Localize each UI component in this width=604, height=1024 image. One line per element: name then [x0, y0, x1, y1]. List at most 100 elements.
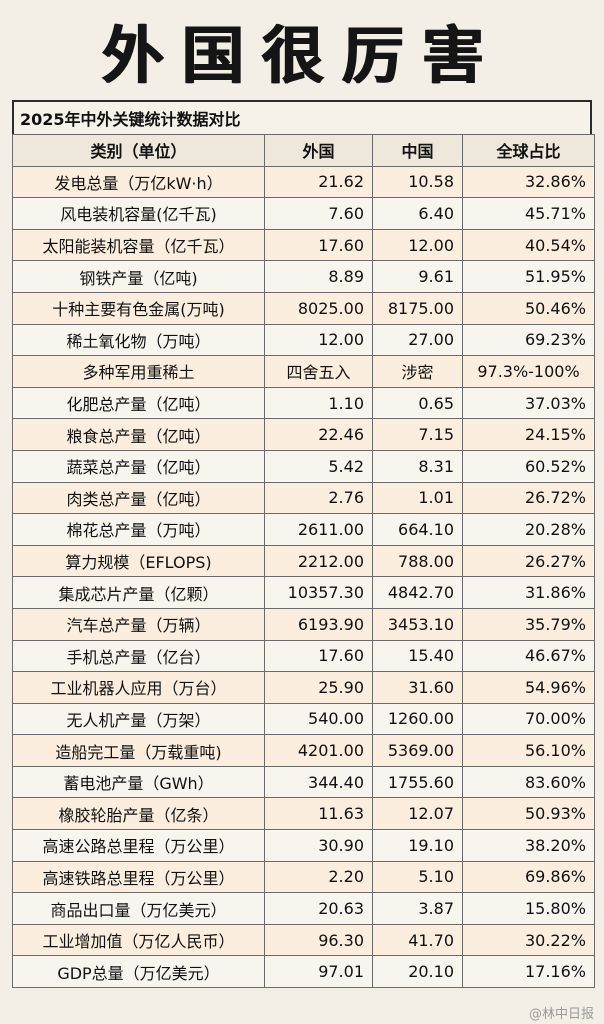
table-row: 棉花总产量（万吨） 2611.00 664.10 20.28%	[12, 513, 595, 546]
cell-global-share: 50.46%	[462, 291, 595, 325]
cell-foreign: 12.00	[264, 323, 373, 357]
table-subtitle: 2025年中外关键统计数据对比	[12, 100, 592, 134]
cell-global-share: 46.67%	[462, 639, 595, 673]
cell-china: 31.60	[372, 671, 463, 704]
cell-category: 化肥总产量（亿吨）	[12, 386, 265, 420]
header-foreign: 外国	[264, 134, 373, 167]
table-row: 粮食总产量（亿吨） 22.46 7.15 24.15%	[12, 418, 595, 451]
table-row: 无人机产量（万架） 540.00 1260.00 70.00%	[12, 702, 595, 736]
table-row: 手机总产量（亿台） 17.60 15.40 46.67%	[12, 639, 595, 673]
header-category: 类别（单位）	[12, 134, 265, 167]
cell-china: 6.40	[372, 197, 463, 230]
cell-global-share: 38.20%	[462, 829, 595, 862]
table-row: 钢铁产量（亿吨) 8.89 9.61 51.95%	[12, 260, 595, 293]
cell-global-share: 30.22%	[462, 923, 595, 957]
cell-china: 15.40	[372, 639, 463, 673]
cell-china: 12.07	[372, 797, 463, 831]
table-row: 工业机器人应用（万台） 25.90 31.60 54.96%	[12, 671, 595, 704]
cell-china: 27.00	[372, 323, 463, 357]
cell-global-share: 24.15%	[462, 418, 595, 451]
table-row: 集成芯片产量（亿颗） 10357.30 4842.70 31.86%	[12, 576, 595, 609]
cell-global-share: 45.71%	[462, 197, 595, 230]
cell-china: 10.58	[372, 165, 463, 199]
cell-china: 8175.00	[372, 291, 463, 325]
cell-foreign: 25.90	[264, 671, 373, 704]
cell-category: 稀土氧化物（万吨）	[12, 323, 265, 357]
table-row: 高速公路总里程（万公里） 30.90 19.10 38.20%	[12, 829, 595, 862]
table-row: 汽车总产量（万辆） 6193.90 3453.10 35.79%	[12, 607, 595, 641]
cell-global-share: 83.60%	[462, 765, 595, 799]
cell-global-share: 97.3%-100%	[462, 355, 595, 388]
cell-global-share: 17.16%	[462, 955, 595, 989]
cell-category: 风电装机容量(亿千瓦)	[12, 197, 265, 230]
cell-foreign: 17.60	[264, 639, 373, 673]
table-row: 十种主要有色金属(万吨) 8025.00 8175.00 50.46%	[12, 291, 595, 325]
cell-category: 无人机产量（万架）	[12, 702, 265, 736]
cell-foreign: 20.63	[264, 892, 373, 925]
cell-china: 1755.60	[372, 765, 463, 799]
cell-china: 7.15	[372, 418, 463, 451]
cell-category: 蓄电池产量（GWh）	[12, 765, 265, 799]
table-row: 造船完工量（万载重吨) 4201.00 5369.00 56.10%	[12, 734, 595, 767]
cell-global-share: 40.54%	[462, 228, 595, 262]
cell-category: 工业增加值（万亿人民币）	[12, 923, 265, 957]
cell-foreign: 5.42	[264, 449, 373, 483]
cell-global-share: 32.86%	[462, 165, 595, 199]
table-row: 化肥总产量（亿吨） 1.10 0.65 37.03%	[12, 386, 595, 420]
cell-foreign: 8.89	[264, 260, 373, 293]
table-row: 蔬菜总产量（亿吨） 5.42 8.31 60.52%	[12, 449, 595, 483]
header-global-share: 全球占比	[462, 134, 595, 167]
table-row: 高速铁路总里程（万公里） 2.20 5.10 69.86%	[12, 860, 595, 894]
cell-category: 太阳能装机容量（亿千瓦）	[12, 228, 265, 262]
table-row: 橡胶轮胎产量（亿条） 11.63 12.07 50.93%	[12, 797, 595, 831]
cell-china: 664.10	[372, 513, 463, 546]
table-row: 工业增加值（万亿人民币） 96.30 41.70 30.22%	[12, 923, 595, 957]
cell-category: 工业机器人应用（万台）	[12, 671, 265, 704]
cell-foreign: 4201.00	[264, 734, 373, 767]
cell-foreign: 6193.90	[264, 607, 373, 641]
table-body: 发电总量（万亿kW·h） 21.62 10.58 32.86% 风电装机容量(亿千瓦) 7…	[12, 165, 595, 989]
comparison-table: 类别（单位） 外国 中国 全球占比 发电总量（万亿kW·h） 21.62 10.58…	[12, 134, 595, 989]
cell-foreign: 96.30	[264, 923, 373, 957]
table-row: 稀土氧化物（万吨） 12.00 27.00 69.23%	[12, 323, 595, 357]
cell-china: 8.31	[372, 449, 463, 483]
cell-china: 涉密	[372, 355, 463, 388]
cell-global-share: 37.03%	[462, 386, 595, 420]
cell-foreign: 22.46	[264, 418, 373, 451]
cell-china: 41.70	[372, 923, 463, 957]
cell-global-share: 35.79%	[462, 607, 595, 641]
cell-foreign: 2.20	[264, 860, 373, 894]
cell-foreign: 540.00	[264, 702, 373, 736]
cell-china: 4842.70	[372, 576, 463, 609]
cell-foreign: 1.10	[264, 386, 373, 420]
cell-category: 高速铁路总里程（万公里）	[12, 860, 265, 894]
cell-foreign: 344.40	[264, 765, 373, 799]
cell-global-share: 26.27%	[462, 544, 595, 578]
table-row: 商品出口量（万亿美元） 20.63 3.87 15.80%	[12, 892, 595, 925]
cell-china: 5369.00	[372, 734, 463, 767]
cell-china: 0.65	[372, 386, 463, 420]
cell-category: 发电总量（万亿kW·h）	[12, 165, 265, 199]
cell-china: 19.10	[372, 829, 463, 862]
cell-category: 棉花总产量（万吨）	[12, 513, 265, 546]
page-title: 外国很厉害	[101, 19, 502, 92]
cell-global-share: 26.72%	[462, 481, 595, 515]
cell-china: 788.00	[372, 544, 463, 578]
cell-category: 造船完工量（万载重吨)	[12, 734, 265, 767]
cell-china: 3453.10	[372, 607, 463, 641]
table-row: 风电装机容量(亿千瓦) 7.60 6.40 45.71%	[12, 197, 595, 230]
table-row: GDP总量（万亿美元） 97.01 20.10 17.16%	[12, 955, 595, 989]
cell-china: 3.87	[372, 892, 463, 925]
cell-category: 橡胶轮胎产量（亿条）	[12, 797, 265, 831]
cell-china: 1260.00	[372, 702, 463, 736]
cell-global-share: 50.93%	[462, 797, 595, 831]
table-row: 算力规模（EFLOPS) 2212.00 788.00 26.27%	[12, 544, 595, 578]
cell-global-share: 15.80%	[462, 892, 595, 925]
cell-global-share: 51.95%	[462, 260, 595, 293]
header-china: 中国	[372, 134, 463, 167]
cell-category: 多种军用重稀土	[12, 355, 265, 388]
cell-category: 粮食总产量（亿吨）	[12, 418, 265, 451]
cell-category: 肉类总产量（亿吨）	[12, 481, 265, 515]
cell-global-share: 70.00%	[462, 702, 595, 736]
